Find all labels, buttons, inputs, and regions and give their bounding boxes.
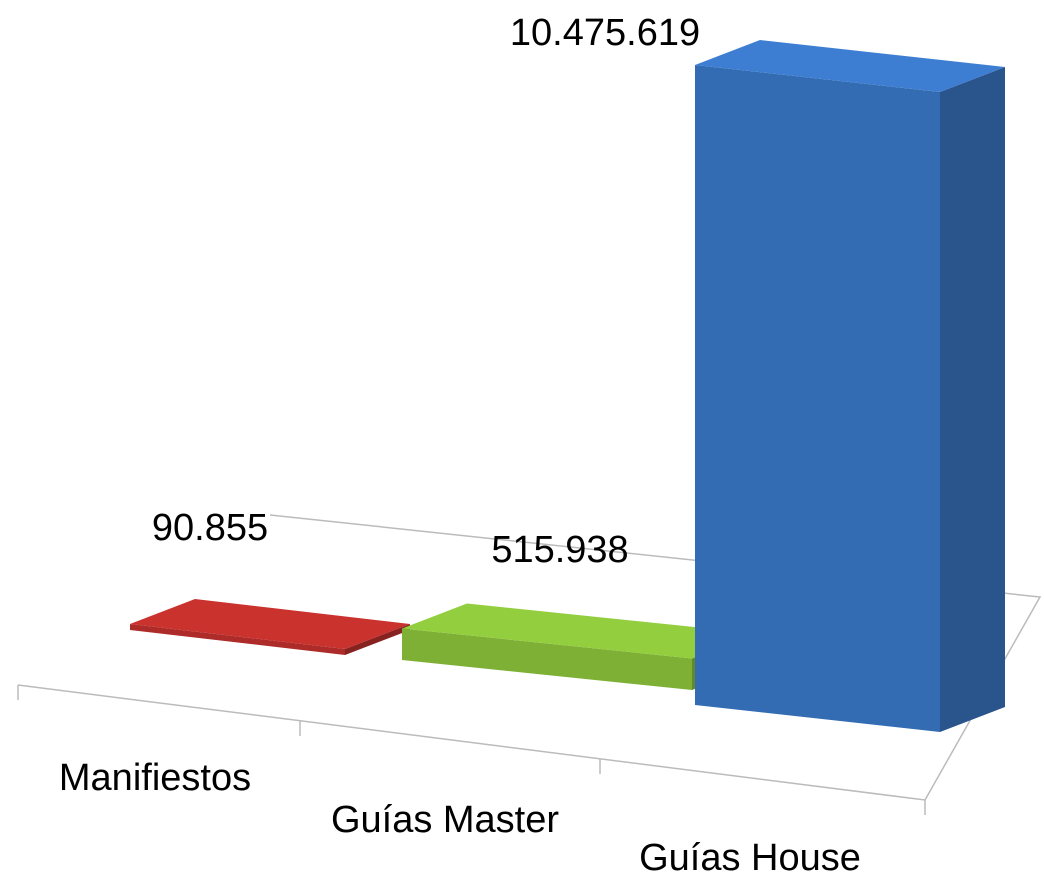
bar-front bbox=[402, 628, 692, 690]
bar bbox=[695, 40, 1005, 732]
value-label: 90.855 bbox=[152, 507, 268, 549]
value-label: 515.938 bbox=[491, 529, 628, 571]
value-label: 10.475.619 bbox=[510, 12, 700, 54]
category-label: Guías House bbox=[639, 837, 861, 879]
category-label: Guías Master bbox=[331, 799, 559, 841]
bar-top bbox=[402, 603, 757, 659]
bar-front bbox=[130, 624, 345, 655]
bar-side bbox=[345, 624, 410, 655]
bar bbox=[130, 599, 410, 655]
bar-top bbox=[695, 40, 1005, 92]
bar-front bbox=[695, 65, 940, 732]
category-label: Manifiestos bbox=[59, 757, 251, 799]
bar-side bbox=[940, 67, 1005, 732]
bar-top bbox=[130, 599, 410, 649]
